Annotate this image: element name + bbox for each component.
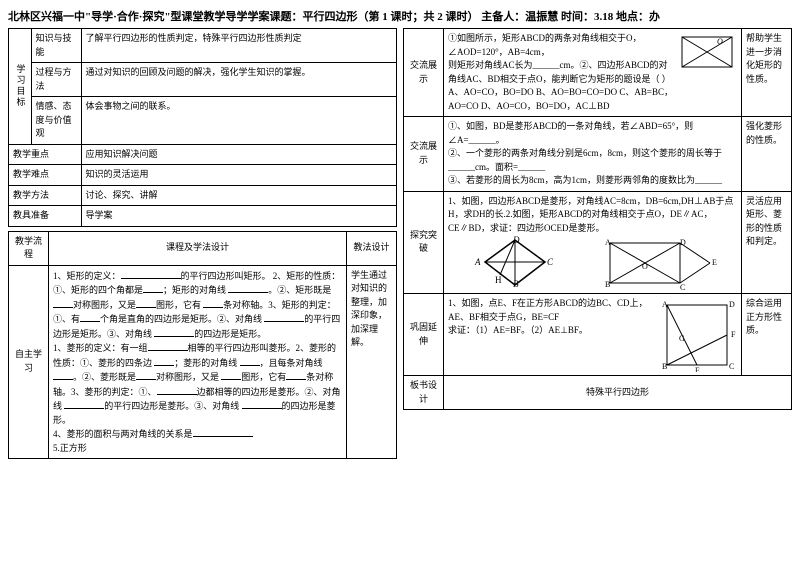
ex3-side: 灵活应用矩形、菱形的性质和判定。 [742,191,792,294]
self-label: 自主学习 [9,265,49,459]
square-icon: A D B C E F G [657,297,737,372]
ex3-label: 探究突破 [404,191,444,294]
r4b: 应用知识解决问题 [81,144,397,165]
r2a: 过程与方法 [31,63,81,97]
flow-h2: 课程及学法设计 [49,231,347,265]
left-column: 学习目标 知识与技能 了解平行四边形的性质判定，特殊平行四边形性质判定 过程与方… [8,28,397,463]
r3b: 体会事物之间的联系。 [81,97,397,145]
svg-text:O: O [642,262,648,271]
svg-text:C: C [547,257,554,267]
r4a: 教学重点 [9,144,82,165]
svg-text:B: B [513,279,519,289]
page-columns: 学习目标 知识与技能 了解平行四边形的性质判定，特殊平行四边形性质判定 过程与方… [8,28,792,463]
svg-text:C: C [680,283,685,290]
r1b: 了解平行四边形的性质判定，特殊平行四边形性质判定 [81,29,397,63]
svg-text:G: G [679,334,685,343]
right-column: 交流展示 ①如图所示，矩形ABCD的两条对角线相交于O，∠AOD=120°，AB… [403,28,792,463]
flow-h3: 教法设计 [347,231,397,265]
svg-text:D: D [680,238,686,247]
flow-table: 教学流程 课程及学法设计 教法设计 自主学习 1、矩形的定义：的平行四边形叫矩形… [8,231,397,460]
r6a: 教学方法 [9,185,82,206]
goals-table: 学习目标 知识与技能 了解平行四边形的性质判定，特殊平行四边形性质判定 过程与方… [8,28,397,227]
r6b: 讨论、探究、讲解 [81,185,397,206]
rect-diag-icon: O [677,32,737,72]
rect-oced-icon: A D B C O E [600,235,720,290]
ex1-side: 帮助学生进一步消化矩形的性质。 [742,29,792,117]
flow-h1: 教学流程 [9,231,49,265]
svg-text:B: B [662,362,667,371]
ex2-side: 强化菱形的性质。 [742,117,792,192]
svg-text:A: A [662,300,668,309]
ex1-label: 交流展示 [404,29,444,117]
goals-label: 学习目标 [9,29,32,145]
svg-text:E: E [695,366,700,372]
svg-text:C: C [729,362,734,371]
ex4-content: 1、如图，点E、F在正方形ABCD的边BC、CD上，AE、BF相交于点G，BE=… [444,294,742,376]
ex4-label: 巩固延伸 [404,294,444,376]
r5a: 教学难点 [9,165,82,186]
r1a: 知识与技能 [31,29,81,63]
rhombus-icon: A B C D H [465,235,565,290]
method-text: 学生通过对知识的整理，加深印象，加深理解。 [347,265,397,459]
svg-text:E: E [712,258,717,267]
ex4-side: 综合运用正方形性质。 [742,294,792,376]
self-content: 1、矩形的定义：的平行四边形叫矩形。 2、矩形的性质：①、矩形的四个角都是；矩形… [49,265,347,459]
r3a: 情感、态度与价值观 [31,97,81,145]
board-label: 板书设计 [404,376,444,410]
r7a: 教具准备 [9,206,82,227]
ex2-label: 交流展示 [404,117,444,192]
svg-text:D: D [729,300,735,309]
svg-text:D: D [512,235,520,245]
right-table: 交流展示 ①如图所示，矩形ABCD的两条对角线相交于O，∠AOD=120°，AB… [403,28,792,410]
svg-text:A: A [605,238,611,247]
svg-text:F: F [731,330,736,339]
doc-header: 北林区兴福一中"导学·合作·探究"型课堂教学导学学案课题：平行四边形（第 1 课… [8,8,792,24]
ex1-content: ①如图所示，矩形ABCD的两条对角线相交于O，∠AOD=120°，AB=4cm，… [444,29,742,117]
svg-text:A: A [474,257,481,267]
r5b: 知识的灵活运用 [81,165,397,186]
board-text: 特殊平行四边形 [444,376,792,410]
ex2-content: ①、如图，BD是菱形ABCD的一条对角线，若∠ABD=65°，则∠A=_____… [444,117,742,192]
svg-text:B: B [605,280,610,289]
svg-text:O: O [717,37,723,46]
r7b: 导学案 [81,206,397,227]
ex3-content: 1、如图，四边形ABCD是菱形，对角线AC=8cm，DB=6cm,DH⊥AB于点… [444,191,742,294]
svg-text:H: H [495,275,502,285]
r2b: 通过对知识的回顾及问题的解决，强化学生知识的掌握。 [81,63,397,97]
